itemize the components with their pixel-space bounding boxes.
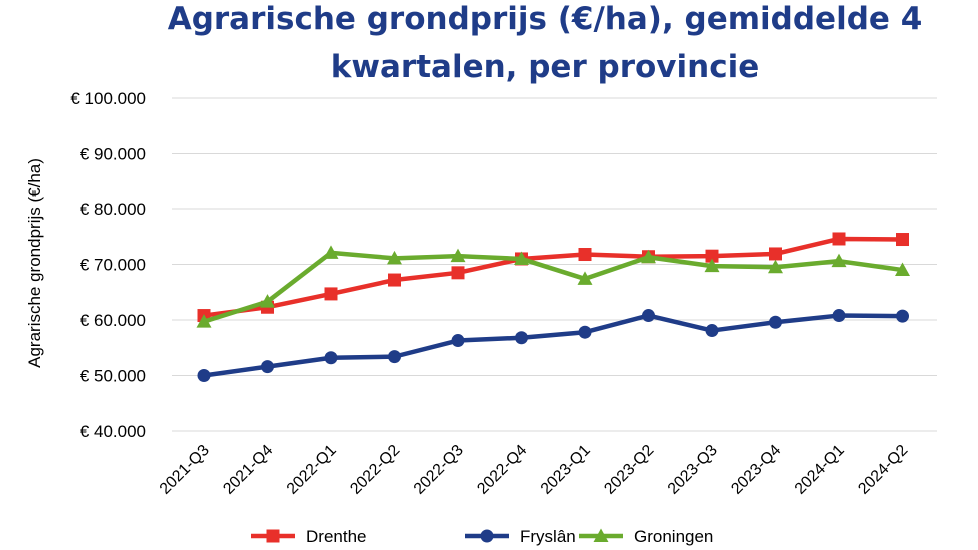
legend-marker — [266, 529, 280, 543]
series-layer — [196, 232, 910, 382]
y-tick-label: € 50.000 — [80, 367, 146, 386]
y-tick-label: € 70.000 — [80, 256, 146, 275]
data-point — [196, 314, 212, 328]
x-tick-label: 2023-Q1 — [538, 442, 594, 498]
data-point — [578, 248, 592, 262]
data-point — [641, 249, 656, 264]
data-point — [324, 351, 338, 365]
y-tick-labels: € 40.000 € 50.000 € 60.000 € 70.000 € 80.000… — [70, 89, 146, 441]
data-point — [831, 253, 847, 268]
legend-item-fryslân: Fryslân — [465, 527, 576, 546]
legend-marker — [593, 528, 609, 542]
data-point — [768, 259, 783, 274]
x-tick-label: 2023-Q2 — [601, 442, 657, 498]
x-tick-label: 2024-Q2 — [855, 442, 911, 498]
data-point — [323, 245, 339, 259]
data-point — [896, 309, 909, 323]
data-point — [705, 324, 719, 338]
x-tick-label: 2021-Q3 — [157, 442, 213, 498]
series-groningen — [196, 245, 910, 328]
data-point — [261, 360, 274, 374]
data-point — [388, 273, 401, 287]
chart-title-line-1: Agrarische grondprijs (€/ha), gemiddelde… — [168, 1, 923, 37]
legend-label: Drenthe — [306, 527, 366, 546]
y-tick-label: € 40.000 — [80, 422, 146, 441]
legend-item-drenthe: Drenthe — [251, 527, 366, 546]
x-tick-label: 2022-Q3 — [411, 442, 467, 498]
gridlines — [172, 97, 937, 432]
data-point — [515, 331, 528, 345]
legend-label: Groningen — [634, 527, 713, 546]
x-tick-label: 2024-Q1 — [792, 442, 848, 498]
y-tick-label: € 90.000 — [80, 145, 146, 164]
series-line — [203, 236, 903, 318]
chart-title-line-2: kwartalen, per provincie — [331, 49, 760, 85]
x-tick-label: 2023-Q4 — [728, 442, 784, 498]
series-fryslân — [197, 309, 909, 382]
data-point — [451, 266, 465, 280]
data-point — [705, 249, 719, 263]
legend-marker — [480, 529, 494, 543]
x-tick-label: 2023-Q3 — [665, 442, 721, 498]
data-point — [450, 248, 466, 263]
data-point — [832, 232, 846, 246]
data-point — [578, 325, 592, 339]
data-point — [260, 294, 275, 308]
data-point — [324, 287, 338, 301]
legend-item-groningen: Groningen — [579, 527, 713, 546]
x-tick-labels: 2021-Q3 2021-Q4 2022-Q1 2022-Q2 2022-Q3 2022-… — [157, 442, 912, 498]
y-tick-label: € 100.000 — [70, 89, 146, 108]
series-line — [203, 250, 903, 324]
data-point — [388, 350, 401, 364]
data-point — [642, 309, 655, 323]
y-tick-label: € 60.000 — [80, 311, 146, 330]
data-point — [704, 258, 720, 273]
x-tick-label: 2022-Q4 — [474, 442, 530, 498]
data-point — [387, 250, 402, 265]
series-drenthe — [197, 232, 909, 323]
y-tick-label: € 80.000 — [80, 200, 146, 219]
x-tick-label: 2022-Q2 — [347, 442, 403, 498]
data-point — [832, 309, 846, 323]
series-line — [203, 313, 903, 378]
data-point — [197, 369, 211, 382]
data-point — [451, 334, 465, 348]
data-point — [895, 262, 910, 277]
data-point — [769, 247, 782, 261]
legend-label: Fryslân — [520, 527, 576, 546]
data-point — [577, 271, 593, 285]
legend: Drenthe Fryslân Groningen — [251, 527, 713, 546]
data-point — [896, 233, 909, 247]
data-point — [514, 251, 529, 265]
x-tick-label: 2022-Q1 — [284, 442, 340, 498]
y-axis-label: Agrarische grondprijs (€/ha) — [25, 158, 44, 368]
x-tick-label: 2021-Q4 — [220, 442, 276, 498]
data-point — [769, 315, 782, 329]
